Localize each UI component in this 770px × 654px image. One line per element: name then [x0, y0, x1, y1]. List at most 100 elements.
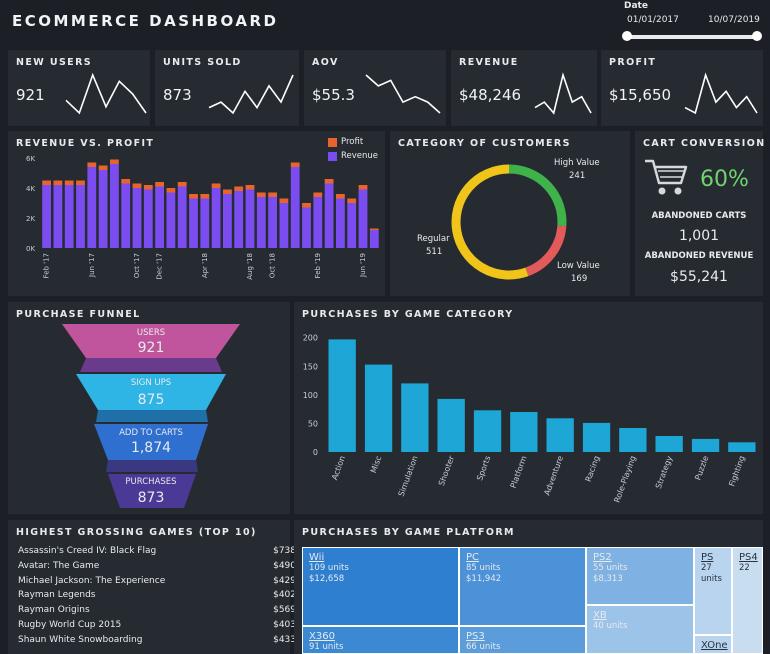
funnel-stage-purchases[interactable] [108, 474, 196, 508]
revenue-bar[interactable] [302, 207, 311, 249]
revenue-bar[interactable] [143, 189, 153, 249]
profit-bar[interactable] [302, 203, 311, 208]
profit-bar[interactable] [211, 183, 221, 189]
donut-segment-high-value[interactable] [508, 164, 567, 227]
donut-segment-regular[interactable] [451, 164, 529, 280]
category-bar[interactable] [619, 428, 647, 452]
profit-bar[interactable] [110, 159, 119, 165]
profit-bar[interactable] [369, 228, 379, 231]
profit-bar[interactable] [324, 179, 334, 184]
category-bar[interactable] [510, 412, 538, 452]
table-row[interactable]: Shaun White Snowboarding $433 [18, 635, 296, 645]
profit-bar[interactable] [166, 188, 176, 193]
platform-tile-ps4[interactable]: PS4 22 [732, 547, 763, 654]
revenue-bar[interactable] [98, 170, 108, 248]
profit-bar[interactable] [347, 198, 357, 204]
revenue-bar[interactable] [200, 198, 210, 249]
profit-bar[interactable] [279, 198, 289, 204]
revenue-bar[interactable] [324, 183, 334, 249]
profit-bar[interactable] [290, 162, 300, 168]
date-start-handle[interactable] [622, 31, 632, 41]
revenue-bar[interactable] [189, 198, 198, 249]
category-bar[interactable] [437, 398, 465, 452]
platform-units: 27 [701, 563, 712, 573]
profit-bar[interactable] [268, 192, 277, 198]
category-bar[interactable] [546, 418, 574, 452]
profit-bar[interactable] [223, 189, 232, 195]
profit-bar[interactable] [358, 185, 368, 190]
platform-tile-x360[interactable]: X360 91 units [302, 626, 459, 654]
revenue-bar[interactable] [313, 197, 323, 248]
platform-tile-xone[interactable]: XOne [694, 635, 732, 654]
revenue-bar[interactable] [132, 188, 142, 248]
revenue-bar[interactable] [369, 230, 379, 248]
profit-bar[interactable] [98, 165, 108, 171]
platform-tile-xb[interactable]: XB 40 units [586, 605, 694, 654]
profit-bar[interactable] [256, 192, 266, 198]
revenue-bar[interactable] [155, 186, 164, 249]
profit-bar[interactable] [200, 194, 210, 199]
category-bar[interactable] [691, 438, 720, 452]
category-bar[interactable] [582, 422, 611, 452]
funnel-stage-add-to-carts[interactable] [94, 424, 208, 460]
platform-tile-wii[interactable]: Wii 109 units $12,658 [302, 547, 459, 626]
revenue-bar[interactable] [290, 167, 300, 248]
revenue-bar[interactable] [42, 185, 51, 248]
funnel-stage-users[interactable] [62, 324, 240, 358]
table-row[interactable]: Avatar: The Game $490 [18, 561, 296, 571]
profit-bar[interactable] [234, 186, 244, 192]
revenue-bar[interactable] [268, 197, 277, 248]
category-bar[interactable] [655, 436, 683, 452]
table-row[interactable]: Rayman Legends $402 [18, 590, 296, 600]
profit-bar[interactable] [336, 194, 345, 199]
revenue-bar[interactable] [347, 203, 357, 248]
profit-bar[interactable] [177, 182, 187, 187]
table-row[interactable]: Rugby World Cup 2015 $403 [18, 620, 296, 630]
revenue-bar[interactable] [234, 191, 244, 248]
category-bar[interactable] [473, 410, 502, 452]
category-bar[interactable] [401, 383, 429, 452]
revenue-bar[interactable] [223, 194, 232, 248]
revenue-bar[interactable] [166, 192, 176, 249]
funnel-stage-signups[interactable] [76, 374, 226, 410]
revenue-bar[interactable] [64, 185, 74, 248]
profit-bar[interactable] [42, 180, 51, 186]
platform-tile-ps2[interactable]: PS2 55 units $8,313 [586, 547, 694, 605]
funnel-chart [62, 324, 240, 508]
revenue-bar[interactable] [177, 186, 187, 249]
category-bar[interactable] [364, 364, 393, 452]
profit-bar[interactable] [121, 179, 131, 184]
table-row[interactable]: Rayman Origins $569 [18, 605, 296, 615]
date-range-slider[interactable] [626, 35, 758, 39]
revenue-bar[interactable] [53, 185, 63, 248]
profit-bar[interactable] [189, 194, 198, 199]
revenue-bar[interactable] [358, 189, 368, 249]
profit-bar[interactable] [87, 162, 97, 168]
revenue-bar[interactable] [336, 198, 345, 249]
platform-tile-ps3[interactable]: PS3 66 units [459, 626, 586, 654]
revenue-bar[interactable] [211, 188, 221, 248]
profit-bar[interactable] [132, 183, 142, 189]
profit-bar[interactable] [245, 185, 255, 190]
revenue-bar[interactable] [245, 189, 255, 249]
revenue-bar[interactable] [76, 185, 85, 248]
date-end-handle[interactable] [752, 31, 762, 41]
category-bar[interactable] [328, 339, 356, 452]
revenue-bar[interactable] [279, 203, 289, 248]
table-row[interactable]: Michael Jackson: The Experience $429 [18, 576, 296, 586]
profit-bar[interactable] [313, 192, 323, 198]
profit-bar[interactable] [143, 185, 153, 190]
profit-bar[interactable] [76, 180, 85, 186]
profit-bar[interactable] [64, 180, 74, 186]
profit-bar[interactable] [53, 180, 63, 186]
donut-segment-low-value[interactable] [525, 225, 567, 277]
profit-bar[interactable] [155, 182, 164, 187]
revenue-bar[interactable] [87, 167, 97, 248]
platform-tile-ps[interactable]: PS 27 units [694, 547, 732, 635]
platform-tile-pc[interactable]: PC 85 units $11,942 [459, 547, 586, 626]
revenue-bar[interactable] [256, 197, 266, 248]
revenue-bar[interactable] [110, 164, 119, 248]
table-row[interactable]: Assassin's Creed IV: Black Flag $738 [18, 546, 296, 556]
revenue-bar[interactable] [121, 183, 131, 249]
category-bar[interactable] [728, 442, 756, 452]
